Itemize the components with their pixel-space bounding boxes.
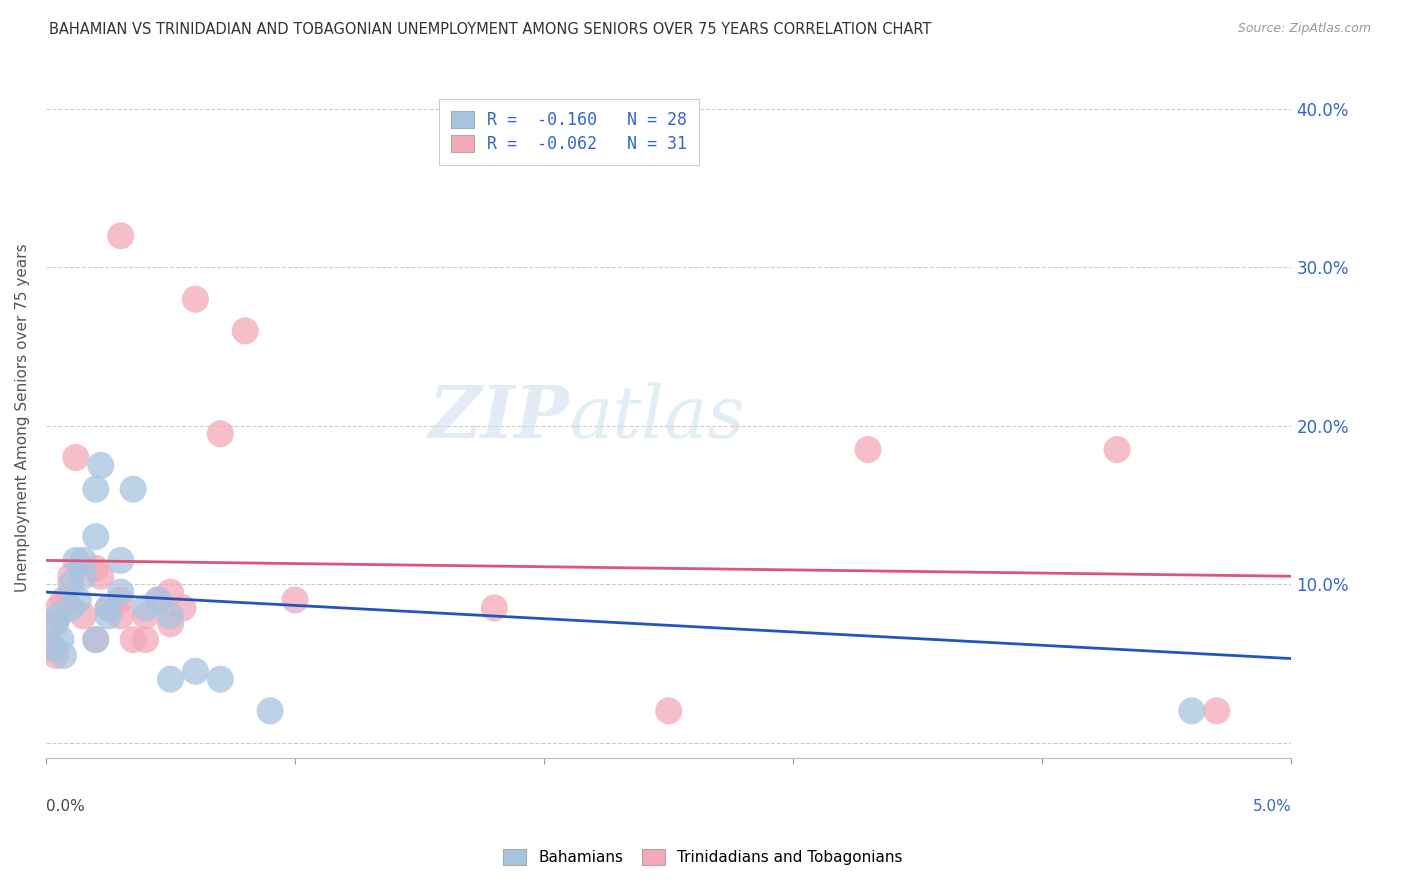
Point	[135, 608, 157, 623]
Point	[45, 648, 67, 663]
Point	[84, 632, 107, 647]
Point	[110, 585, 132, 599]
Text: Source: ZipAtlas.com: Source: ZipAtlas.com	[1237, 22, 1371, 36]
Point	[65, 450, 87, 465]
Point	[97, 601, 120, 615]
Point	[184, 665, 207, 679]
Point	[90, 458, 112, 473]
Point	[39, 640, 62, 655]
Point	[52, 648, 75, 663]
Point	[72, 608, 94, 623]
Point	[65, 553, 87, 567]
Point	[84, 632, 107, 647]
Text: BAHAMIAN VS TRINIDADIAN AND TOBAGONIAN UNEMPLOYMENT AMONG SENIORS OVER 75 YEARS : BAHAMIAN VS TRINIDADIAN AND TOBAGONIAN U…	[49, 22, 932, 37]
Point	[110, 608, 132, 623]
Point	[59, 601, 82, 615]
Point	[42, 640, 65, 655]
Point	[284, 593, 307, 607]
Point	[72, 553, 94, 567]
Point	[135, 632, 157, 647]
Text: ZIP: ZIP	[429, 383, 569, 453]
Point	[48, 601, 70, 615]
Point	[67, 593, 90, 607]
Point	[110, 593, 132, 607]
Point	[45, 616, 67, 631]
Text: 0.0%: 0.0%	[46, 799, 84, 814]
Point	[122, 632, 145, 647]
Point	[259, 704, 281, 718]
Point	[122, 482, 145, 496]
Text: atlas: atlas	[569, 383, 745, 453]
Text: 5.0%: 5.0%	[1253, 799, 1292, 814]
Point	[146, 593, 169, 607]
Point	[84, 561, 107, 575]
Point	[84, 530, 107, 544]
Point	[97, 601, 120, 615]
Point	[1181, 704, 1204, 718]
Point	[59, 569, 82, 583]
Point	[856, 442, 879, 457]
Point	[484, 601, 506, 615]
Point	[110, 228, 132, 243]
Point	[59, 577, 82, 591]
Point	[159, 616, 181, 631]
Point	[184, 292, 207, 306]
Point	[1205, 704, 1227, 718]
Point	[97, 608, 120, 623]
Point	[159, 608, 181, 623]
Point	[52, 593, 75, 607]
Point	[146, 593, 169, 607]
Legend: Bahamians, Trinidadians and Tobagonians: Bahamians, Trinidadians and Tobagonians	[498, 843, 908, 871]
Point	[209, 672, 232, 686]
Point	[658, 704, 681, 718]
Point	[159, 585, 181, 599]
Point	[172, 601, 194, 615]
Point	[159, 672, 181, 686]
Point	[49, 632, 72, 647]
Point	[48, 608, 70, 623]
Point	[110, 553, 132, 567]
Y-axis label: Unemployment Among Seniors over 75 years: Unemployment Among Seniors over 75 years	[15, 244, 30, 592]
Point	[233, 324, 256, 338]
Point	[209, 426, 232, 441]
Point	[84, 482, 107, 496]
Point	[1107, 442, 1129, 457]
Point	[72, 569, 94, 583]
Legend: R =  -0.160   N = 28, R =  -0.062   N = 31: R = -0.160 N = 28, R = -0.062 N = 31	[439, 99, 699, 165]
Point	[90, 569, 112, 583]
Point	[42, 616, 65, 631]
Point	[135, 601, 157, 615]
